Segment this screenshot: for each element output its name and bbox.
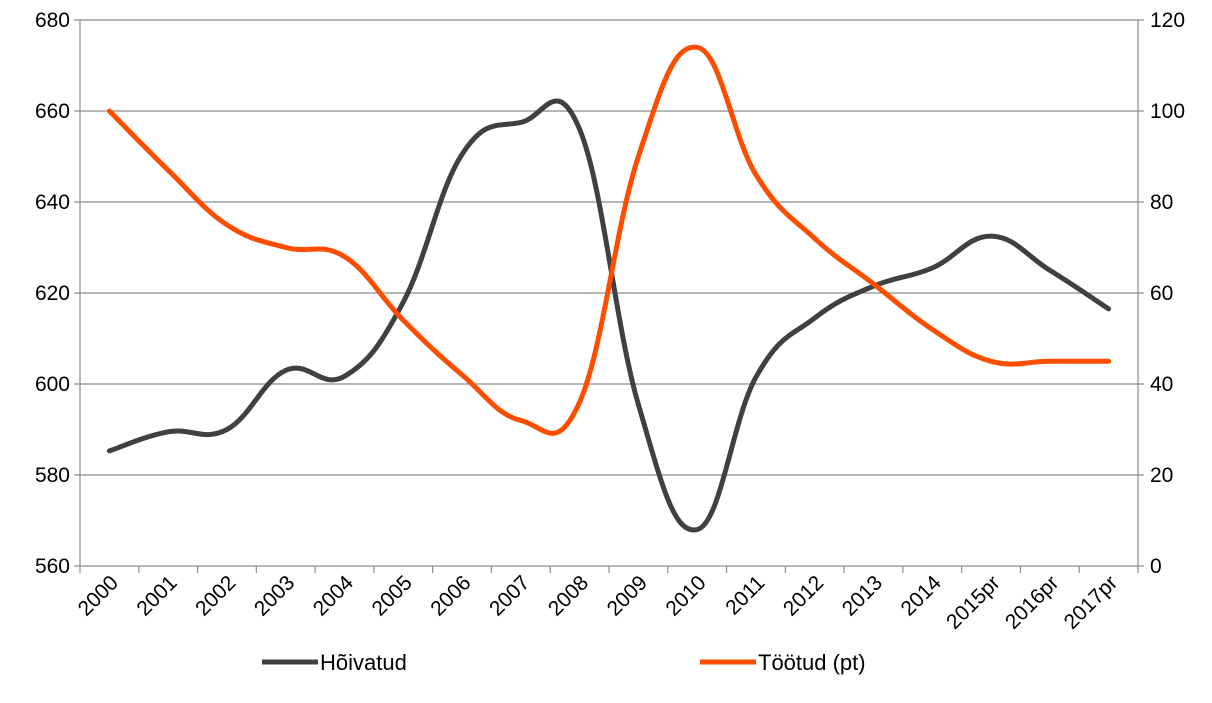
right-axis-tick-label: 120 [1150, 9, 1185, 32]
right-axis-tick-label: 40 [1150, 373, 1173, 396]
left-axis-tick-label: 620 [35, 282, 70, 305]
series-line-1 [106, 98, 1112, 533]
left-axis-ticks: 560 580 600 620 640 660 680 [35, 9, 80, 578]
right-axis-tick-label: 20 [1150, 464, 1173, 487]
legend-label-2: Töötud (pt) [758, 650, 866, 675]
x-axis-tick-label: 2002 [191, 571, 240, 620]
left-axis-tick-label: 580 [35, 464, 70, 487]
x-axis-tick-label: 2000 [74, 571, 123, 620]
left-axis-tick-label: 660 [35, 100, 70, 123]
right-axis-ticks: 0 20 40 60 80 100 120 [1138, 9, 1185, 578]
right-axis-tick-label: 0 [1150, 555, 1162, 578]
x-axis-tick-label: 2007 [485, 571, 534, 620]
left-axis-tick-label: 640 [35, 191, 70, 214]
x-axis-tick-label: 2004 [309, 571, 359, 621]
x-axis-tick-label: 2010 [661, 571, 710, 620]
left-axis-tick-label: 680 [35, 9, 70, 32]
x-axis-tick-label: 2013 [838, 571, 887, 620]
x-axis-tick-label: 2014 [897, 571, 947, 621]
legend-label-1: Hõivatud [320, 650, 407, 675]
left-axis-tick-label: 560 [35, 555, 70, 578]
x-axis-tick-label: 2008 [544, 571, 593, 620]
right-axis-tick-label: 80 [1150, 191, 1173, 214]
series-line-2 [106, 44, 1112, 436]
x-axis-tick-label: 2006 [426, 571, 475, 620]
right-axis-tick-label: 100 [1150, 100, 1185, 123]
left-axis-tick-label: 600 [35, 373, 70, 396]
x-axis-tick-label: 2009 [603, 571, 652, 620]
x-axis-tick-label: 2017pr [1060, 571, 1123, 634]
x-axis-tick-label: 2012 [779, 571, 828, 620]
right-axis-tick-label: 60 [1150, 282, 1173, 305]
x-axis-tick-label: 2011 [721, 571, 769, 619]
x-axis-tick-label: 2016pr [1001, 571, 1064, 634]
legend: Hõivatud Töötud (pt) [262, 650, 866, 675]
x-axis-tick-label: 2003 [250, 571, 299, 620]
x-axis-tick-label: 2005 [368, 571, 417, 620]
series-lines [106, 44, 1112, 533]
x-axis-tick-label: 2001 [132, 571, 181, 620]
x-axis-ticks: 2000 2001 2002 2003 2004 2005 2006 2007 2008 2009… [74, 566, 1139, 634]
x-axis-tick-label: 2015pr [942, 571, 1005, 634]
